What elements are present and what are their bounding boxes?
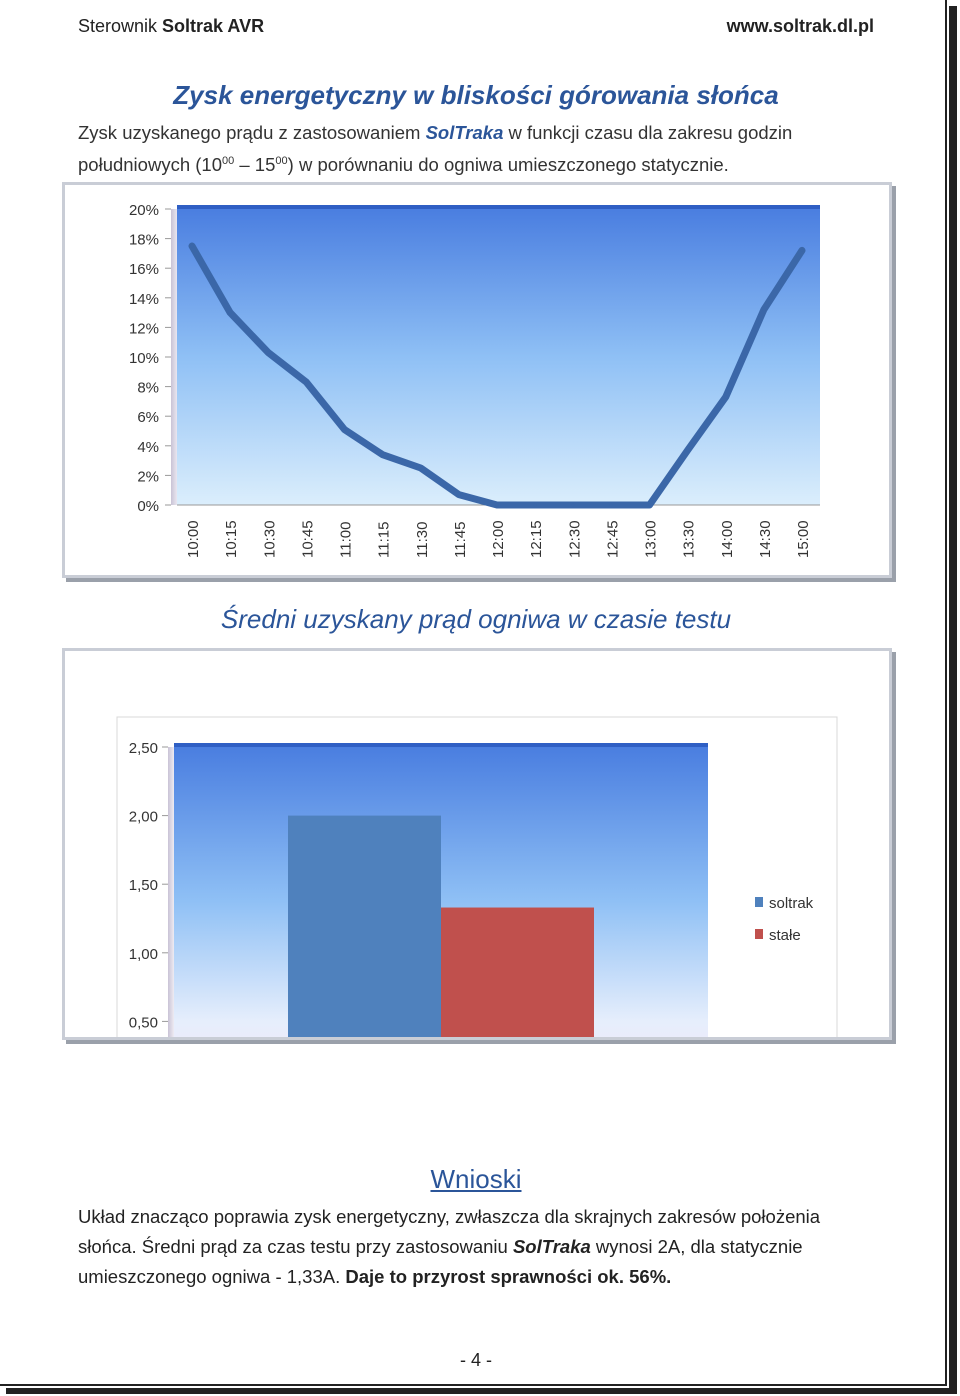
plot-side-wall bbox=[168, 747, 174, 1090]
y-tick-label: 12% bbox=[129, 320, 159, 337]
brand-name: SolTraka bbox=[512, 1236, 591, 1257]
data-point bbox=[343, 428, 346, 432]
x-tick-label: 10:00 bbox=[185, 520, 202, 558]
page-number: - 4 - bbox=[459, 1350, 492, 1370]
x-tick-label: 12:30 bbox=[566, 520, 583, 558]
bar-soltrak bbox=[288, 815, 441, 1090]
legend-label: stałe bbox=[769, 927, 801, 944]
plot-top-edge bbox=[174, 743, 708, 747]
x-tick-label: 11:00 bbox=[338, 522, 355, 558]
efficiency-statement: Daje to przyrost sprawności ok. 56%. bbox=[345, 1266, 672, 1287]
x-tick-label: 10:45 bbox=[299, 520, 316, 558]
legend-label: soltrak bbox=[769, 895, 814, 912]
x-tick-label: 15:00 bbox=[795, 520, 812, 558]
x-tick-label: 11:15 bbox=[376, 522, 393, 558]
y-tick-label: 8% bbox=[137, 380, 159, 397]
y-tick-label: 0,50 bbox=[129, 1014, 158, 1031]
y-tick-label: 2,00 bbox=[129, 809, 158, 826]
data-point bbox=[228, 311, 232, 315]
y-tick-label: 16% bbox=[129, 261, 159, 278]
y-tick-label: 10% bbox=[129, 350, 159, 367]
x-tick-label: 12:15 bbox=[528, 520, 545, 558]
y-tick-label: 18% bbox=[129, 232, 159, 249]
data-point bbox=[724, 395, 728, 399]
section-title-conclusions: Wnioski bbox=[430, 1164, 522, 1194]
y-tick-label: 14% bbox=[129, 291, 159, 308]
plot-top-edge bbox=[177, 205, 820, 209]
x-tick-label: 12:45 bbox=[604, 520, 621, 558]
plot-area bbox=[177, 209, 820, 505]
data-point bbox=[190, 244, 194, 248]
plot-side-wall bbox=[171, 209, 177, 505]
header-brand: Soltrak AVR bbox=[162, 16, 265, 36]
header-left: Sterownik Soltrak AVR bbox=[78, 16, 265, 36]
data-point bbox=[762, 308, 766, 312]
data-point bbox=[381, 453, 385, 457]
data-point bbox=[533, 503, 537, 507]
y-tick-label: 1,00 bbox=[129, 946, 158, 963]
bar-stałe bbox=[441, 907, 594, 1090]
data-point bbox=[648, 503, 651, 507]
header-website: www.soltrak.dl.pl bbox=[726, 16, 874, 36]
y-tick-label: 20% bbox=[129, 202, 159, 219]
data-point bbox=[457, 493, 461, 497]
section-title-avg-current: Średni uzyskany prąd ogniwa w czasie tes… bbox=[220, 604, 732, 634]
legend-swatch bbox=[755, 897, 763, 907]
page-shadow bbox=[6, 1388, 957, 1394]
data-point bbox=[800, 248, 804, 252]
data-point bbox=[419, 466, 423, 470]
y-tick-label: 2,50 bbox=[129, 740, 158, 757]
x-tick-label: 14:30 bbox=[757, 520, 774, 558]
page-border bbox=[0, 0, 947, 1386]
line-chart: 0% 2% 4% 6% 8% 10% 12% 14% 16% 18% 20% 10:00 10:15 10… bbox=[129, 202, 820, 558]
data-point bbox=[304, 380, 308, 384]
x-tick-label: 12:00 bbox=[490, 520, 507, 558]
data-point bbox=[686, 448, 690, 452]
x-tick-label: 14:00 bbox=[719, 520, 736, 558]
y-tick-label: 4% bbox=[137, 439, 159, 456]
data-point bbox=[266, 351, 270, 355]
data-point bbox=[609, 503, 613, 507]
legend-swatch bbox=[755, 929, 763, 939]
x-tick-label: 13:30 bbox=[681, 520, 698, 558]
intro-paragraph: Zysk uzyskanego prądu z zastosowaniem So… bbox=[78, 122, 793, 176]
data-point bbox=[571, 503, 575, 507]
conclusion-paragraph: Układ znacząco poprawia zysk energetyczn… bbox=[78, 1206, 821, 1287]
y-tick-label: 1,50 bbox=[129, 877, 158, 894]
brand-name: SolTraka bbox=[425, 122, 504, 143]
x-tick-label: 10:30 bbox=[261, 520, 278, 558]
x-tick-label: 13:00 bbox=[643, 520, 660, 558]
data-point bbox=[495, 503, 499, 507]
y-tick-label: 2% bbox=[137, 468, 159, 485]
x-tick-label: 11:45 bbox=[452, 522, 469, 558]
line-chart-frame: 0% 2% 4% 6% 8% 10% 12% 14% 16% 18% 20% 10:00 10:15 10… bbox=[62, 182, 892, 578]
page-shadow bbox=[949, 6, 957, 1392]
section-title-yield: Zysk energetyczny w bliskości górowania … bbox=[173, 80, 779, 110]
y-tick-label: 0% bbox=[137, 498, 159, 515]
x-tick-label: 10:15 bbox=[223, 520, 240, 558]
x-tick-label: 11:30 bbox=[414, 522, 431, 558]
y-tick-label: 6% bbox=[137, 409, 159, 426]
